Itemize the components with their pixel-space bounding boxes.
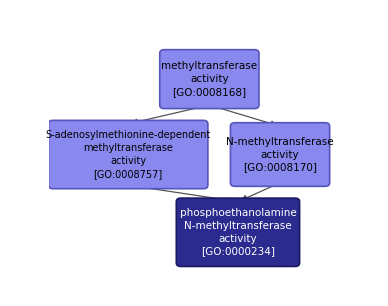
FancyBboxPatch shape	[48, 120, 208, 189]
Text: phosphoethanolamine
N-methyltransferase
activity
[GO:0000234]: phosphoethanolamine N-methyltransferase …	[180, 208, 296, 256]
Text: S-adenosylmethionine-dependent
methyltransferase
activity
[GO:0008757]: S-adenosylmethionine-dependent methyltra…	[45, 130, 211, 179]
Text: N-methyltransferase
activity
[GO:0008170]: N-methyltransferase activity [GO:0008170…	[226, 137, 334, 172]
FancyBboxPatch shape	[176, 198, 300, 267]
Text: methyltransferase
activity
[GO:0008168]: methyltransferase activity [GO:0008168]	[161, 61, 257, 97]
FancyBboxPatch shape	[160, 50, 259, 109]
FancyBboxPatch shape	[230, 123, 330, 186]
